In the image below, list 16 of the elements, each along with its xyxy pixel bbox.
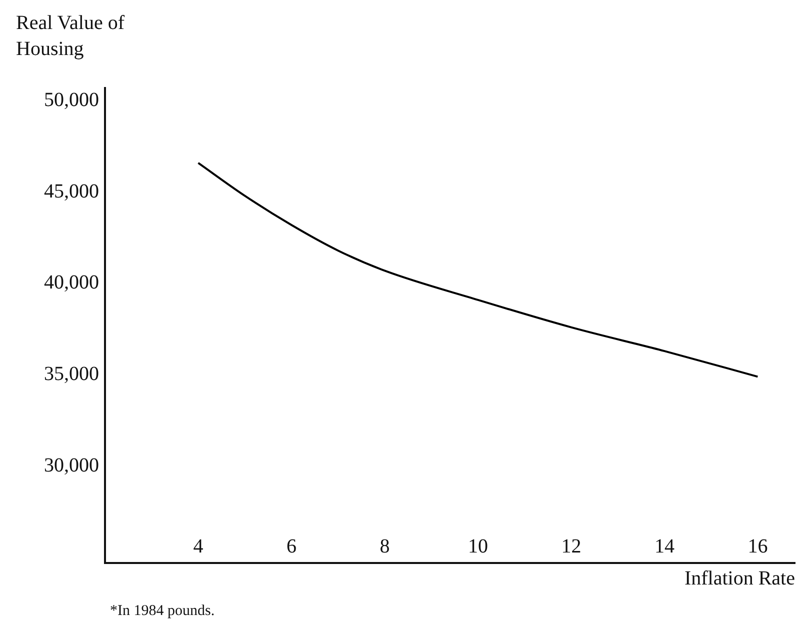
- y-axis-title: Real Value of Housing: [16, 11, 126, 62]
- y-tick-label: 30,000: [44, 454, 99, 476]
- y-tick-label: 50,000: [44, 89, 99, 112]
- x-tick-label: 6: [286, 535, 296, 558]
- line-series: [197, 162, 759, 378]
- y-tick-label: 45,000: [44, 180, 99, 202]
- x-axis-title: Inflation Rate: [684, 567, 796, 590]
- x-tick-label: 8: [380, 535, 390, 558]
- text: *In 1984 pounds.: [110, 603, 215, 620]
- x-tick-label: 12: [561, 535, 582, 558]
- x-tick-label: 14: [654, 535, 674, 558]
- y-tick-label: 40,000: [44, 272, 99, 294]
- y-tick-label: 35,000: [44, 363, 99, 386]
- x-tick-label: 16: [748, 535, 768, 558]
- x-tick-label: 4: [193, 535, 204, 558]
- x-tick-label: 10: [468, 535, 488, 558]
